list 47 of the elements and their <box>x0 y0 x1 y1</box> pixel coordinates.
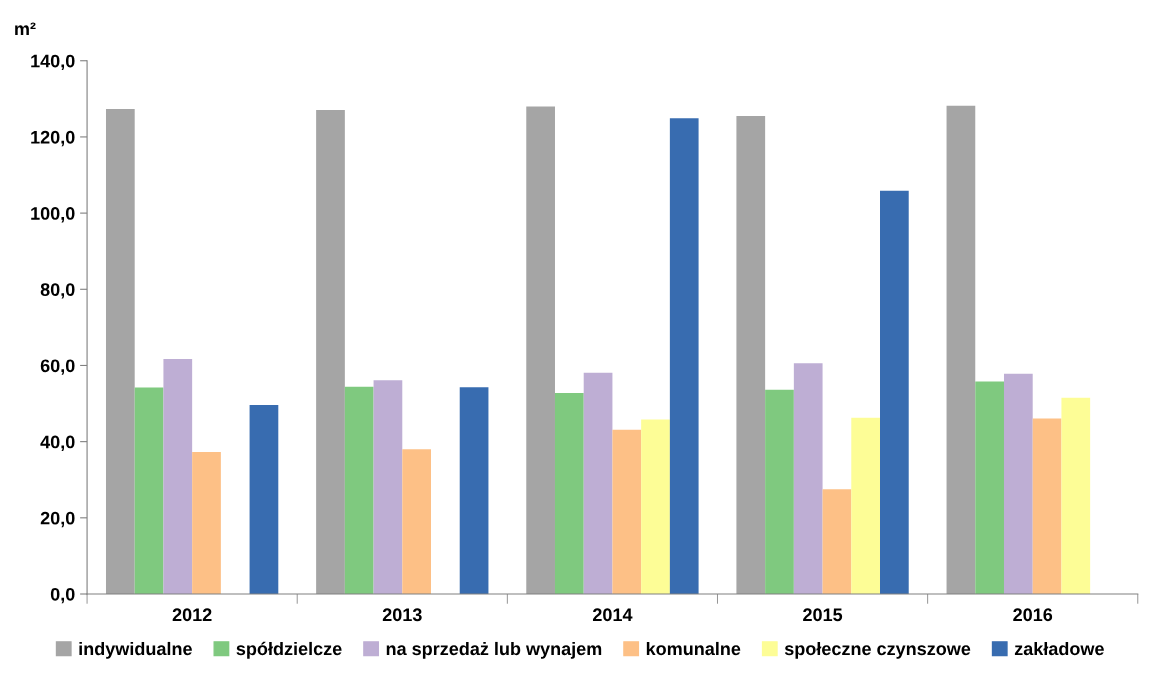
bar <box>1032 418 1062 594</box>
legend-label: społeczne czynszowe <box>784 641 971 659</box>
y-axis-title: m² <box>15 22 36 36</box>
x-tick-label: 2013 <box>382 608 422 622</box>
y-tick-label: 140,0 <box>31 54 75 71</box>
bar <box>612 429 642 594</box>
bar <box>765 389 794 594</box>
bar <box>1003 373 1033 594</box>
y-tick-label: 60,0 <box>40 359 75 375</box>
legend-label: spółdzielcze <box>236 641 342 659</box>
bar <box>946 105 976 594</box>
x-tick-label: 2012 <box>172 608 212 622</box>
bar <box>641 419 670 594</box>
bar <box>583 372 613 594</box>
legend-label: zakładowe <box>1014 641 1104 656</box>
bar <box>526 106 555 594</box>
bar <box>851 417 881 594</box>
bar <box>822 489 852 594</box>
bar <box>793 363 823 594</box>
x-tick-label: 2016 <box>1013 608 1053 622</box>
x-tick-label: 2014 <box>592 608 633 622</box>
bar <box>1061 397 1091 594</box>
y-tick-label: 120,0 <box>31 130 75 147</box>
legend-label: na sprzedaż lub wynajem <box>386 641 602 659</box>
bar <box>459 387 489 594</box>
legend-label: indywidualne <box>79 641 192 659</box>
bar <box>669 118 699 594</box>
y-tick-label: 100,0 <box>31 207 75 223</box>
bar <box>249 405 279 594</box>
bar <box>402 449 432 594</box>
y-tick-label: 80,0 <box>40 283 75 299</box>
y-tick-label: 40,0 <box>40 435 75 451</box>
x-tick-label: 2015 <box>803 608 843 622</box>
y-tick-label: 0,0 <box>50 587 75 604</box>
bar <box>736 115 766 594</box>
bar <box>192 451 221 594</box>
bar <box>163 358 193 594</box>
bar <box>344 386 374 594</box>
bar <box>880 190 909 594</box>
legend-label: komunalne <box>646 641 741 656</box>
y-tick-label: 20,0 <box>40 511 75 528</box>
bar <box>975 381 1004 594</box>
bar <box>554 392 584 594</box>
bar <box>373 380 403 594</box>
bar <box>105 109 135 594</box>
bar <box>134 387 164 594</box>
bar <box>316 109 345 594</box>
